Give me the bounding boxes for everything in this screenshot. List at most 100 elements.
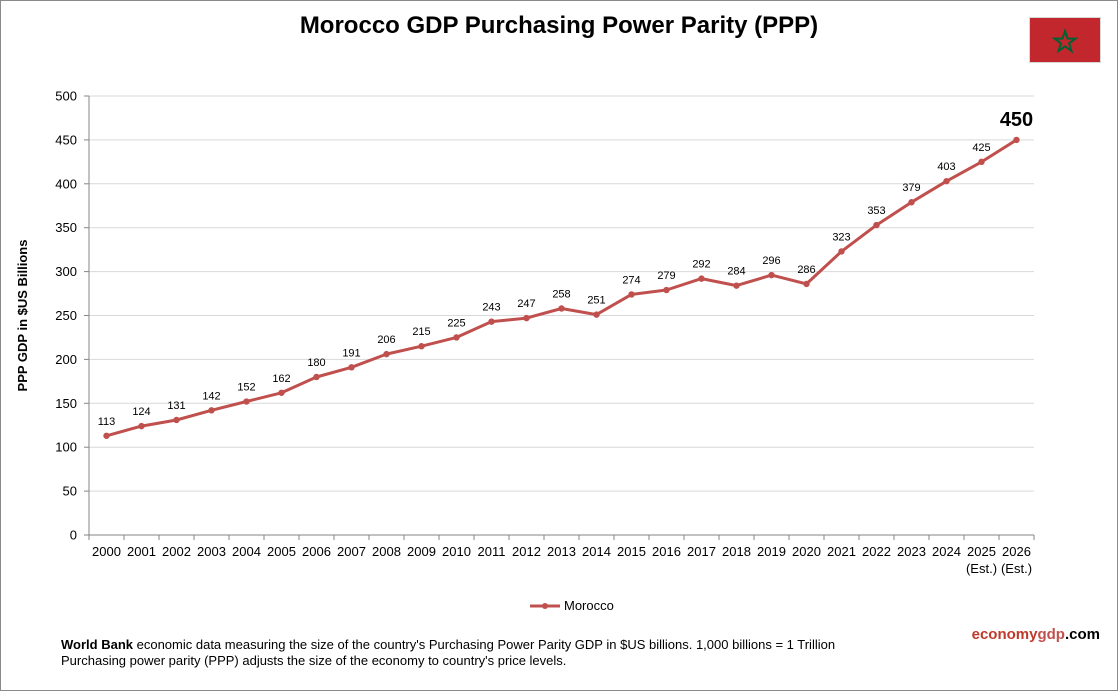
x-tick-label: 2014 (582, 544, 611, 559)
data-label: 243 (482, 302, 500, 314)
data-label: 274 (622, 274, 640, 286)
x-tick-label: 2012 (512, 544, 541, 559)
y-tick-label: 0 (70, 528, 77, 543)
data-label: 286 (797, 264, 815, 276)
y-tick-label: 250 (55, 308, 77, 323)
data-point (978, 158, 985, 166)
data-label-highlight: 450 (1000, 109, 1033, 131)
x-tick-label: 2011 (478, 544, 506, 559)
x-tick-label: 2020 (792, 544, 821, 559)
y-tick-label: 300 (55, 264, 77, 279)
data-label: 251 (587, 295, 605, 307)
x-tick-label: 2013 (547, 544, 576, 559)
data-label: 152 (237, 382, 255, 394)
data-point (523, 314, 530, 322)
legend-marker-icon (530, 602, 560, 609)
x-tick-label: 2018 (722, 544, 751, 559)
x-tick-label: 2003 (197, 544, 226, 559)
data-point (908, 199, 915, 206)
x-tick-label: 2025 (967, 544, 996, 559)
x-tick-label: 2004 (232, 544, 261, 559)
data-point (243, 398, 250, 405)
data-label: 142 (202, 390, 220, 402)
x-tick-sublabel: (Est.) (966, 561, 997, 576)
y-axis-title: PPP GDP in $US Billions (15, 240, 30, 392)
legend-label: Morocco (564, 598, 614, 613)
data-label: 215 (412, 326, 430, 338)
data-label: 323 (832, 231, 850, 243)
data-label: 124 (132, 406, 150, 418)
x-tick-label: 2016 (652, 544, 681, 559)
x-tick-label: 2005 (267, 544, 296, 559)
footnote-source: World Bank (61, 637, 133, 652)
data-point (733, 282, 740, 289)
data-point (488, 318, 495, 325)
data-label: 180 (307, 357, 325, 369)
data-label: 284 (727, 266, 745, 278)
y-tick-label: 50 (63, 484, 77, 499)
data-label: 425 (972, 142, 990, 154)
data-label: 113 (98, 416, 116, 428)
y-tick-label: 500 (55, 89, 77, 104)
data-label: 296 (762, 255, 780, 267)
data-label: 247 (517, 298, 535, 310)
data-point (418, 343, 425, 350)
data-label: 206 (377, 334, 395, 346)
x-tick-label: 2002 (162, 544, 191, 559)
data-point (628, 291, 635, 298)
x-tick-label: 2022 (862, 544, 891, 559)
x-tick-label: 2017 (687, 544, 716, 559)
footnote-line-1-text: economic data measuring the size of the … (133, 637, 836, 652)
x-tick-label: 2021 (827, 544, 856, 559)
data-point (453, 334, 460, 341)
data-label: 258 (552, 288, 570, 300)
x-tick-label: 2024 (932, 544, 961, 559)
y-tick-label: 450 (55, 132, 77, 147)
x-tick-label: 2026 (1002, 544, 1031, 559)
x-tick-label: 2010 (442, 544, 471, 559)
data-point (558, 305, 565, 312)
data-label: 191 (342, 347, 360, 359)
data-label: 292 (692, 259, 710, 271)
data-point (173, 416, 180, 424)
x-tick-label: 2019 (757, 544, 786, 559)
footnote: World Bank economic data measuring the s… (61, 637, 835, 669)
y-tick-label: 200 (55, 352, 77, 367)
data-label: 353 (867, 205, 885, 217)
x-tick-sublabel: (Est.) (1001, 561, 1032, 576)
x-tick-label: 2006 (302, 544, 331, 559)
data-point (208, 407, 215, 414)
y-tick-label: 400 (55, 176, 77, 191)
x-tick-label: 2023 (897, 544, 926, 559)
flag-star-icon (1051, 27, 1079, 54)
data-label: 279 (657, 270, 675, 282)
data-point (943, 177, 950, 185)
data-point (348, 364, 355, 371)
data-point (138, 422, 145, 430)
data-label: 225 (447, 317, 465, 329)
morocco-flag-icon (1030, 18, 1100, 62)
brand-part-com: .com (1064, 626, 1100, 643)
y-tick-label: 350 (55, 220, 77, 235)
x-tick-label: 2015 (617, 544, 646, 559)
x-tick-label: 2009 (407, 544, 436, 559)
y-tick-label: 100 (55, 440, 77, 455)
data-point (593, 311, 600, 318)
data-point (1013, 136, 1020, 144)
x-tick-label: 2007 (337, 544, 366, 559)
brand-part-gdp: gdp (1037, 626, 1065, 643)
data-point (768, 271, 775, 279)
data-point (383, 350, 390, 358)
data-label: 131 (167, 400, 185, 412)
brand-logo[interactable]: economygdp.com (972, 626, 1100, 643)
data-point (313, 373, 320, 381)
legend: Morocco (530, 598, 614, 613)
data-point (838, 248, 845, 255)
footnote-line-2: Purchasing power parity (PPP) adjusts th… (61, 653, 567, 668)
y-tick-label: 150 (55, 396, 77, 411)
data-point (278, 389, 285, 396)
data-point (663, 286, 670, 294)
chart-title: Morocco GDP Purchasing Power Parity (PPP… (299, 12, 819, 39)
x-tick-label: 2000 (92, 544, 121, 559)
